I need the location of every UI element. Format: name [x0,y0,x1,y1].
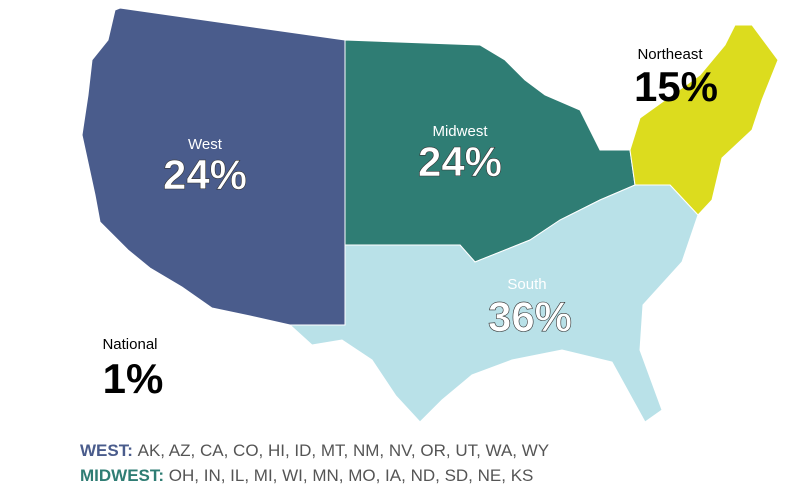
region-value: 24% [418,138,502,185]
legend-line: WEST: AK, AZ, CA, CO, HI, ID, MT, NM, NV… [80,441,549,460]
region [288,184,699,423]
region-name: West [188,136,223,153]
legend-line: MIDWEST: OH, IN, IL, MI, WI, MN, MO, IA,… [80,466,533,485]
legend-key: WEST: [80,441,133,460]
legend-states: OH, IN, IL, MI, WI, MN, MO, IA, ND, SD, … [169,466,534,485]
region-value: 36% [488,293,572,340]
legend-key: MIDWEST: [80,466,164,485]
region-name: Midwest [432,123,488,140]
region-name: South [507,276,546,293]
region-name: Northeast [637,46,703,63]
region-value: 15% [634,63,718,110]
region-name: National [102,336,157,353]
region-value: 24% [163,151,247,198]
region-value: 1% [103,355,164,402]
legend-states: AK, AZ, CA, CO, HI, ID, MT, NM, NV, OR, … [138,441,550,460]
